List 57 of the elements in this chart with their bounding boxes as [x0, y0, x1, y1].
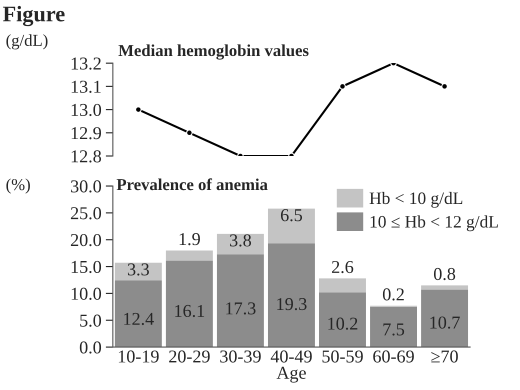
x-tick-label: 20-29 — [169, 350, 210, 363]
data-label: 7.5 — [383, 324, 404, 336]
bar — [268, 208, 315, 244]
legend-label: 10 ≤ Hb < 12 g/dL — [370, 215, 498, 232]
y-tick-label: 5.0 — [80, 314, 102, 327]
x-tick-label: 30-39 — [220, 350, 261, 363]
y-axis-title: (%) — [6, 178, 30, 194]
data-label: 10.2 — [328, 318, 358, 330]
bar — [421, 285, 468, 290]
x-tick-label: ≥70 — [431, 350, 458, 363]
data-label: 1.9 — [180, 233, 200, 246]
data-label: 0.2 — [382, 288, 404, 301]
legend-label: Hb < 10 g/dL — [370, 192, 462, 208]
x-tick-label: 50-59 — [322, 350, 363, 363]
x-axis-title: Age — [276, 366, 306, 383]
y-tick-label: 10.0 — [72, 288, 102, 300]
bar — [421, 290, 468, 348]
bar — [268, 243, 315, 348]
bar — [114, 262, 162, 281]
y-tick-label: 30.0 — [70, 180, 102, 193]
data-label: 16.1 — [175, 304, 204, 318]
chart-title: Median hemoglobin values — [118, 44, 309, 60]
bar — [319, 292, 366, 348]
data-label: 3.3 — [128, 263, 149, 276]
data-label: 10.7 — [430, 316, 460, 329]
data-label: 3.8 — [230, 234, 252, 247]
y-tick-label: 13.1 — [72, 80, 101, 93]
data-label: 6.5 — [280, 209, 302, 222]
y-axis-title: (g/dL) — [6, 34, 48, 50]
bar — [166, 260, 213, 348]
bar — [114, 280, 162, 348]
x-tick-label: 60-69 — [373, 350, 414, 363]
data-label: 0.8 — [434, 268, 456, 280]
y-tick-label: 12.9 — [72, 127, 101, 140]
bar — [216, 254, 264, 348]
bar — [319, 278, 366, 292]
data-label: 19.3 — [277, 298, 307, 310]
data-label: 12.4 — [124, 312, 154, 326]
y-tick-label: 0.0 — [80, 341, 102, 354]
bar — [166, 250, 213, 261]
y-tick-label: 13.2 — [72, 57, 101, 70]
y-tick-label: 25.0 — [70, 207, 102, 220]
chart-title: Prevalence of anemia — [116, 178, 268, 190]
data-label: 17.3 — [226, 302, 256, 315]
y-tick-label: 13.0 — [72, 104, 102, 116]
point — [135, 106, 142, 113]
x-tick-label: 40-49 — [270, 350, 312, 363]
y-tick-label: 20.0 — [70, 234, 102, 246]
bar — [370, 306, 418, 348]
data-label: 2.6 — [332, 260, 354, 274]
y-tick-label: 15.0 — [72, 260, 102, 274]
y-tick-label: 12.8 — [72, 150, 102, 163]
bar — [216, 234, 264, 254]
point — [441, 83, 448, 90]
text: Figure — [2, 6, 65, 26]
x-tick-label: 10-19 — [118, 350, 159, 363]
point — [339, 83, 346, 90]
